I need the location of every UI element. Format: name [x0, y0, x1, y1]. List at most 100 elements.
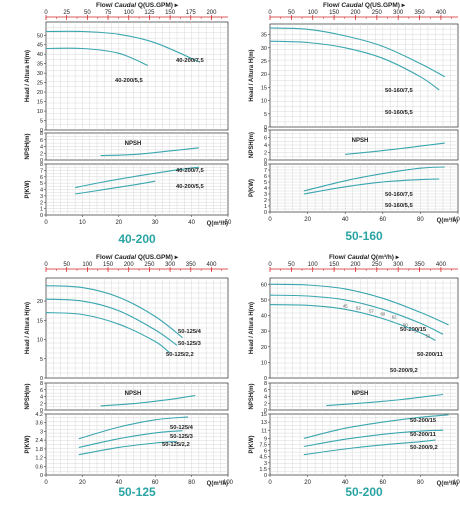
- efficiency-label: 57: [369, 308, 374, 313]
- npsh-ylabel: NPSH(m): [249, 132, 255, 158]
- y-tick-label: 11: [261, 428, 267, 434]
- y-tick-label: 40: [261, 314, 267, 320]
- y-tick-label: 4: [264, 395, 267, 401]
- y-tick-label: 7: [40, 168, 43, 174]
- y-tick-label: 60: [261, 282, 267, 288]
- top-axis-tick-label: 300: [393, 10, 404, 16]
- top-axis-tick-label: 125: [144, 10, 155, 16]
- top-axis-title-a: Flow/: [329, 254, 347, 261]
- npsh-curve-label: NPSH: [125, 141, 142, 147]
- y-tick-label: 4.5: [259, 455, 267, 461]
- y-tick-label: 20: [37, 299, 43, 305]
- head-series-label: 50-125/4: [178, 329, 202, 335]
- top-axis-title: Flow/ Caudal Q(US.GPM) ▸: [323, 2, 406, 9]
- x-tick-label: 80: [417, 480, 424, 486]
- model-title: 50-160: [345, 229, 383, 243]
- top-axis-tick-label: 400: [206, 262, 217, 268]
- npsh-curve-label: NPSH: [125, 391, 142, 397]
- top-axis-tick-label: 350: [186, 262, 197, 268]
- x-tick-label: 20: [304, 217, 311, 223]
- y-tick-label: 45: [37, 43, 43, 49]
- x-tick-label: 0: [268, 480, 272, 486]
- head-ylabel: Head / Altura H(m): [25, 302, 31, 354]
- x-tick-label: 40: [342, 217, 349, 223]
- y-tick-label: 50: [261, 298, 267, 304]
- efficiency-label: 45: [343, 304, 348, 309]
- y-tick-label: 20: [261, 345, 267, 351]
- y-tick-label: 0: [264, 210, 267, 216]
- y-tick-label: 10: [261, 99, 267, 105]
- y-tick-label: 10: [37, 109, 43, 115]
- y-tick-label: 4: [264, 186, 267, 192]
- efficiency-label: 60: [380, 312, 385, 317]
- head-ylabel: Head / Altura H(m): [249, 302, 255, 354]
- x-tick-label: 20: [304, 480, 311, 486]
- y-tick-label: 8: [40, 162, 43, 168]
- top-axis-tick-label: 300: [393, 262, 404, 268]
- top-axis-title-c: Q(US.GPM) ▸: [138, 2, 179, 9]
- power-ylabel: P(KW): [249, 179, 255, 197]
- y-tick-label: 25: [261, 59, 267, 65]
- y-tick-label: 10: [37, 338, 43, 344]
- power-series-label: 50-200/15: [410, 418, 437, 424]
- efficiency-label: 57: [414, 329, 419, 334]
- efficiency-label: 52: [426, 333, 431, 338]
- x-tick-label: 0: [268, 217, 272, 223]
- y-tick-label: 3: [40, 194, 43, 200]
- y-tick-label: 6: [264, 388, 267, 394]
- model-title: 40-200: [118, 232, 156, 246]
- top-axis-tick-label: 25: [63, 10, 70, 16]
- top-axis-tick-label: 200: [206, 10, 217, 16]
- y-tick-label: 9: [264, 436, 267, 442]
- power-series-label: 50-125/3: [170, 434, 194, 440]
- y-tick-label: 2: [264, 198, 267, 204]
- x-tick-label: 60: [379, 217, 386, 223]
- x-tick-label: 30: [152, 220, 159, 226]
- y-tick-label: 3: [40, 429, 43, 435]
- power-series-label: 40-200/5,5: [176, 184, 204, 190]
- y-tick-label: 1: [40, 207, 43, 213]
- top-axis-tick-label: 0: [268, 10, 272, 16]
- y-tick-label: 35: [37, 62, 43, 68]
- top-axis-tick-label: 350: [415, 10, 426, 16]
- power-ylabel: P(KW): [25, 436, 31, 454]
- top-axis-tick-label: 150: [165, 10, 176, 16]
- top-axis-title-b: Caudal: [347, 254, 370, 261]
- top-axis-title-a: Flow/: [96, 2, 114, 9]
- y-tick-label: 8: [264, 162, 267, 168]
- x-axis-label: Q(m³/h): [437, 480, 458, 487]
- npsh-ylabel: NPSH(m): [249, 383, 255, 409]
- top-axis-title: Flow/ Caudal Q(US.GPM) ▸: [96, 2, 179, 9]
- y-tick-label: 8: [264, 381, 267, 387]
- y-tick-label: 0.6: [35, 464, 43, 470]
- top-axis-tick-label: 0: [268, 262, 272, 268]
- top-axis-tick-label: 200: [350, 262, 361, 268]
- y-tick-label: 4: [40, 188, 43, 194]
- y-tick-label: 15: [261, 412, 267, 418]
- head-series-label: 50-200/9,2: [390, 368, 418, 374]
- efficiency-label: 52: [356, 305, 361, 310]
- y-tick-label: 30: [37, 71, 43, 77]
- y-tick-label: 6: [40, 138, 43, 144]
- y-tick-label: 0: [40, 473, 43, 479]
- y-tick-label: 5: [40, 119, 43, 125]
- top-axis-title-b: Caudal: [114, 2, 137, 9]
- y-tick-label: 30: [261, 329, 267, 335]
- x-tick-label: 0: [44, 220, 48, 226]
- top-axis-tick-label: 50: [63, 262, 70, 268]
- y-tick-label: 5: [264, 112, 267, 118]
- power-series-label: 50-200/9,2: [410, 445, 438, 451]
- y-tick-label: 30: [261, 46, 267, 52]
- head-series-label: 50-160/5,5: [385, 110, 413, 116]
- top-axis-title-a: Flow/: [323, 2, 341, 9]
- y-tick-label: 35: [261, 33, 267, 39]
- power-series-label: 40-200/7,5: [176, 168, 204, 174]
